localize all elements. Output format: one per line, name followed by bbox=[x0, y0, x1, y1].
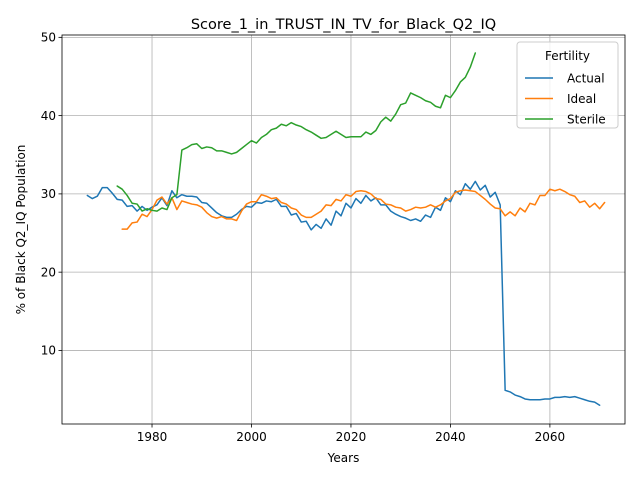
y-tick-label: 10 bbox=[41, 344, 56, 358]
y-axis-label: % of Black Q2_IQ Population bbox=[14, 145, 28, 315]
legend-label-ideal: Ideal bbox=[567, 92, 596, 106]
chart-title: Score_1_in_TRUST_IN_TV_for_Black_Q2_IQ bbox=[191, 17, 496, 33]
legend-label-sterile: Sterile bbox=[567, 112, 606, 126]
y-tick-label: 20 bbox=[41, 265, 56, 279]
legend: Fertility Actual Ideal Sterile bbox=[517, 42, 618, 128]
legend-label-actual: Actual bbox=[567, 71, 605, 85]
x-tick-label: 2000 bbox=[236, 430, 267, 444]
x-tick-label: 1980 bbox=[137, 430, 168, 444]
legend-title: Fertility bbox=[545, 49, 590, 63]
y-tick-label: 40 bbox=[41, 109, 56, 123]
x-tick-label: 2040 bbox=[435, 430, 466, 444]
y-tick-label: 50 bbox=[41, 31, 56, 45]
x-tick-label: 2060 bbox=[535, 430, 566, 444]
x-tick-label: 2020 bbox=[336, 430, 367, 444]
x-axis-label: Years bbox=[327, 451, 360, 465]
y-tick-label: 30 bbox=[41, 187, 56, 201]
